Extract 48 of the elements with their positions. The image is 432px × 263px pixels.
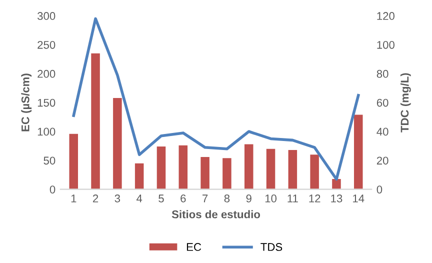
bar	[178, 145, 188, 190]
y2-tick-label: 40	[376, 128, 388, 136]
y-tick-label: 300	[38, 12, 56, 20]
x-tick-label: 3	[114, 194, 120, 202]
y-tick-label: 100	[38, 128, 56, 136]
x-tick-label: 8	[224, 194, 230, 202]
bar	[134, 163, 144, 190]
x-tick-label: 1	[71, 194, 76, 202]
x-tick-label: 4	[136, 194, 142, 202]
bar	[266, 148, 276, 190]
x-axis-title: Sitios de estudio	[172, 210, 260, 218]
x-tick-label: 10	[265, 194, 277, 202]
bar	[244, 144, 254, 190]
x-tick-label: 11	[288, 194, 298, 202]
y2-tick-label: 100	[377, 40, 394, 49]
bar	[156, 146, 166, 190]
bar	[354, 114, 363, 190]
bar	[91, 53, 100, 190]
x-tick-label: 5	[158, 194, 164, 202]
x-tick-label: 12	[309, 194, 320, 202]
y2-tick-label: 60	[376, 98, 388, 107]
y-axis-title: EC (µS/cm)	[21, 74, 32, 132]
y-tick-label: 150	[38, 98, 56, 107]
y-tick-label: 0	[50, 186, 56, 194]
legend-label: EC	[186, 243, 202, 251]
bar	[288, 150, 298, 190]
y-tick-label: 250	[38, 40, 56, 49]
x-tick-label: 7	[202, 194, 208, 202]
bar	[113, 98, 122, 190]
bar	[200, 156, 210, 190]
bar	[69, 134, 78, 190]
bar	[332, 178, 341, 190]
bar	[310, 154, 319, 190]
y2-tick-label: 80	[376, 70, 388, 78]
y2-axis-title: TDC (mg/L)	[400, 73, 411, 132]
x-tick-label: 6	[180, 194, 186, 202]
y-tick-label: 200	[38, 70, 56, 78]
x-tick-label: 13	[331, 194, 342, 202]
y2-tick-label: 120	[377, 12, 394, 20]
line-series	[72, 17, 360, 181]
x-tick-label: 9	[246, 194, 252, 202]
bar	[222, 158, 232, 190]
legend-label: TDS	[260, 243, 282, 251]
y-tick-label: 50	[44, 156, 56, 165]
x-tick-label: 14	[353, 194, 364, 202]
x-tick-label: 2	[92, 194, 98, 202]
y2-tick-label: 0	[376, 186, 382, 194]
y2-tick-label: 20	[376, 156, 388, 165]
